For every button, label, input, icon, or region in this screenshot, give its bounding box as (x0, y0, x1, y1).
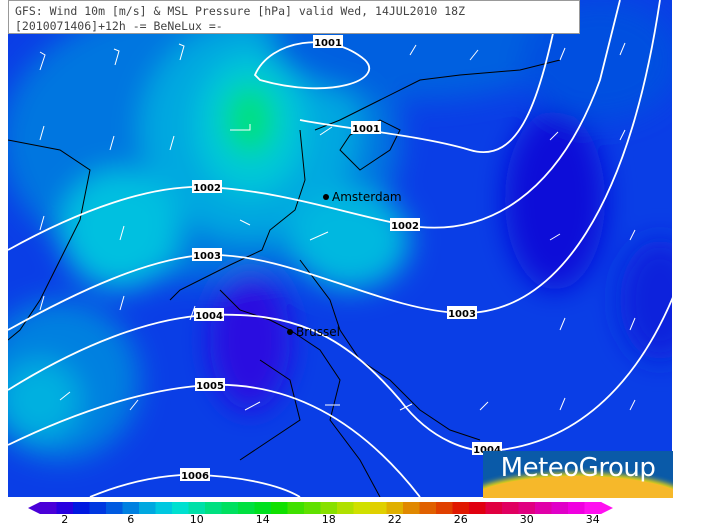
isobar-label: 1003 (193, 251, 221, 262)
colorbar-swatch (254, 502, 272, 514)
logo-text: MeteoGroup (500, 453, 656, 483)
colorbar-swatch (436, 502, 453, 514)
colorbar-swatch (238, 502, 255, 514)
colorbar-swatch (452, 502, 470, 514)
coastlines (8, 59, 561, 497)
colorbar-swatch (304, 502, 321, 514)
colorbar-swatch (172, 502, 189, 514)
isobar-label: 1004 (473, 445, 501, 456)
colorbar-swatch (188, 502, 206, 514)
colorbar-tick-label: 34 (585, 513, 600, 526)
colorbar-swatch (403, 502, 420, 514)
wind-barbs (39, 42, 636, 411)
map-title: GFS: Wind 10m [m/s] & MSL Pressure [hPa]… (8, 0, 580, 34)
colorbar-swatch (221, 502, 239, 514)
colorbar-swatch (106, 502, 123, 514)
colorbar-swatch (320, 502, 338, 514)
colorbar-tick-label: 10 (189, 513, 204, 526)
title-line-2: [2010071406]+12h -= BeNeLux =- (15, 19, 223, 33)
wind-speed-colorbar (28, 502, 613, 514)
isobar-label: 1002 (193, 183, 221, 194)
colorbar-arrow-high (601, 502, 613, 514)
colorbar-swatch (287, 502, 305, 514)
colorbar-swatch (73, 502, 90, 514)
colorbar-swatch (485, 502, 503, 514)
colorbar-swatch (386, 502, 404, 514)
colorbar-swatch (535, 502, 552, 514)
colorbar-tick-label: 26 (453, 513, 468, 526)
colorbar-tick-label: 14 (255, 513, 270, 526)
city-brussel: Brussel (287, 325, 340, 339)
colorbar-swatch (122, 502, 140, 514)
colorbar-tick-label: 6 (127, 513, 135, 526)
isobar-label: 1006 (181, 471, 209, 482)
colorbar-swatch (139, 502, 156, 514)
logo-sun-arc (483, 476, 673, 498)
title-line-1: GFS: Wind 10m [m/s] & MSL Pressure [hPa]… (15, 4, 466, 18)
colorbar-swatch (551, 502, 569, 514)
colorbar-swatch (271, 502, 288, 514)
city-label: Brussel (296, 325, 340, 339)
colorbar-swatch (89, 502, 107, 514)
colorbar-tick-label: 22 (387, 513, 402, 526)
colorbar-swatch (502, 502, 519, 514)
colorbar-swatch (469, 502, 486, 514)
colorbar-swatch (370, 502, 387, 514)
isobar-labels: 1001 1001 1002 1002 1003 1003 1004 1004 … (180, 35, 502, 482)
city-amsterdam: Amsterdam (323, 190, 402, 204)
isobar-label: 1003 (448, 309, 476, 320)
isobar-label: 1004 (195, 311, 223, 322)
isobar-label: 1002 (391, 221, 419, 232)
colorbar-swatch (568, 502, 585, 514)
colorbar-arrow-low (28, 502, 40, 514)
colorbar-swatch (353, 502, 371, 514)
city-label: Amsterdam (332, 190, 402, 204)
colorbar-swatch (205, 502, 222, 514)
colorbar-swatch (56, 502, 74, 514)
colorbar-swatch (155, 502, 173, 514)
isobar-label: 1005 (196, 381, 224, 392)
colorbar-tick-label: 18 (321, 513, 336, 526)
colorbar-swatch (584, 502, 602, 514)
isobar-label: 1001 (314, 38, 342, 49)
colorbar-swatch (337, 502, 354, 514)
colorbar-tick-label: 30 (519, 513, 534, 526)
colorbar-swatch (40, 502, 57, 514)
meteogroup-logo: MeteoGroup (483, 451, 673, 498)
colorbar-swatch (518, 502, 536, 514)
isobar-label: 1001 (352, 124, 380, 135)
colorbar-tick-label: 2 (61, 513, 69, 526)
colorbar-swatch (419, 502, 437, 514)
